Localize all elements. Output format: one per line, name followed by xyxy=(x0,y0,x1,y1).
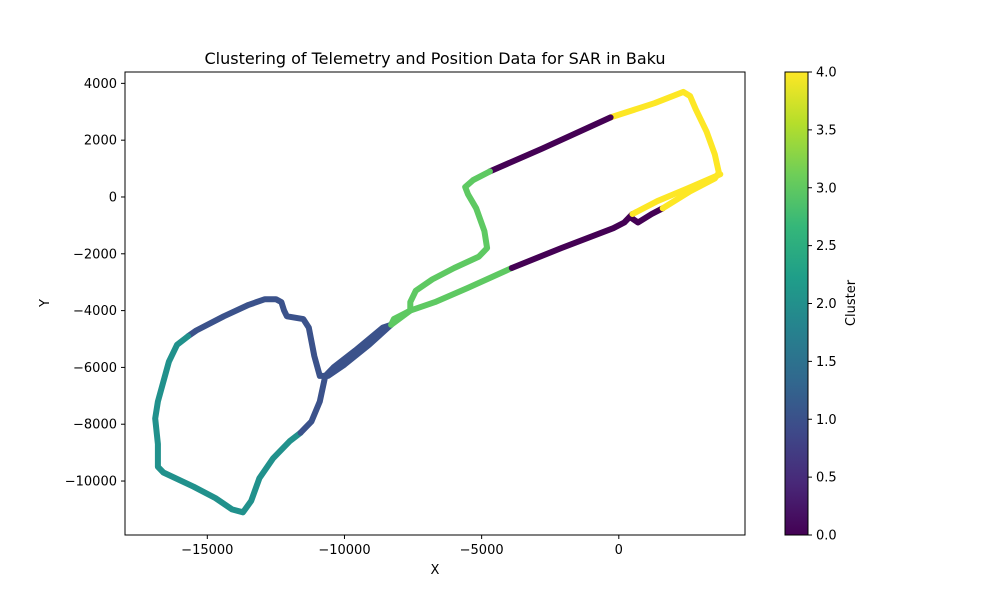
track-segment xyxy=(185,296,395,379)
y-tick-label: −8000 xyxy=(73,418,117,433)
x-tick-label: −10000 xyxy=(318,543,370,558)
track-segment xyxy=(388,265,515,328)
y-axis-title: Y xyxy=(38,299,53,308)
y-axis: 4000 2000 0 −2000 −4000 −6000 −8000 −10000 xyxy=(65,77,125,490)
y-tick-label: 2000 xyxy=(84,134,117,149)
colorbar-tick-label: 4.0 xyxy=(816,66,837,81)
y-tick-label: 4000 xyxy=(84,77,117,92)
track-layer xyxy=(152,88,724,516)
y-tick-label: −4000 xyxy=(73,304,117,319)
colorbar-tick-label: 2.0 xyxy=(816,297,837,312)
colorbar-tick-label: 3.0 xyxy=(816,181,837,196)
plot-frame xyxy=(124,71,746,536)
track-segment xyxy=(626,205,666,226)
y-tick-label: −2000 xyxy=(73,247,117,262)
track-segment xyxy=(629,171,724,217)
chart-title: Clustering of Telemetry and Position Dat… xyxy=(204,49,665,68)
x-tick-label: −15000 xyxy=(181,543,233,558)
colorbar-tick-label: 3.5 xyxy=(816,123,837,138)
colorbar-title: Cluster xyxy=(844,279,859,326)
colorbar-tick-label: 1.0 xyxy=(816,413,837,428)
colorbar-tick-label: 2.5 xyxy=(816,239,837,254)
track-segment xyxy=(297,321,395,436)
colorbar xyxy=(784,71,809,536)
x-tick-label: −5000 xyxy=(460,543,504,558)
x-tick-label: 0 xyxy=(615,543,623,558)
track-segment xyxy=(152,333,304,516)
y-tick-label: −6000 xyxy=(73,361,117,376)
track-segment xyxy=(486,114,614,175)
track-segment xyxy=(508,211,636,271)
colorbar-axis: 0.0 0.5 1.0 1.5 2.0 2.5 3.0 3.5 4.0 xyxy=(808,66,837,544)
y-tick-label: 0 xyxy=(109,190,117,205)
colorbar-tick-label: 0.0 xyxy=(816,529,837,544)
colorbar-tick-label: 1.5 xyxy=(816,355,837,370)
x-axis: −15000 −10000 −5000 0 xyxy=(181,535,623,558)
colorbar-tick-label: 0.5 xyxy=(816,471,837,486)
y-tick-label: −10000 xyxy=(65,475,117,490)
x-axis-title: X xyxy=(431,563,440,578)
